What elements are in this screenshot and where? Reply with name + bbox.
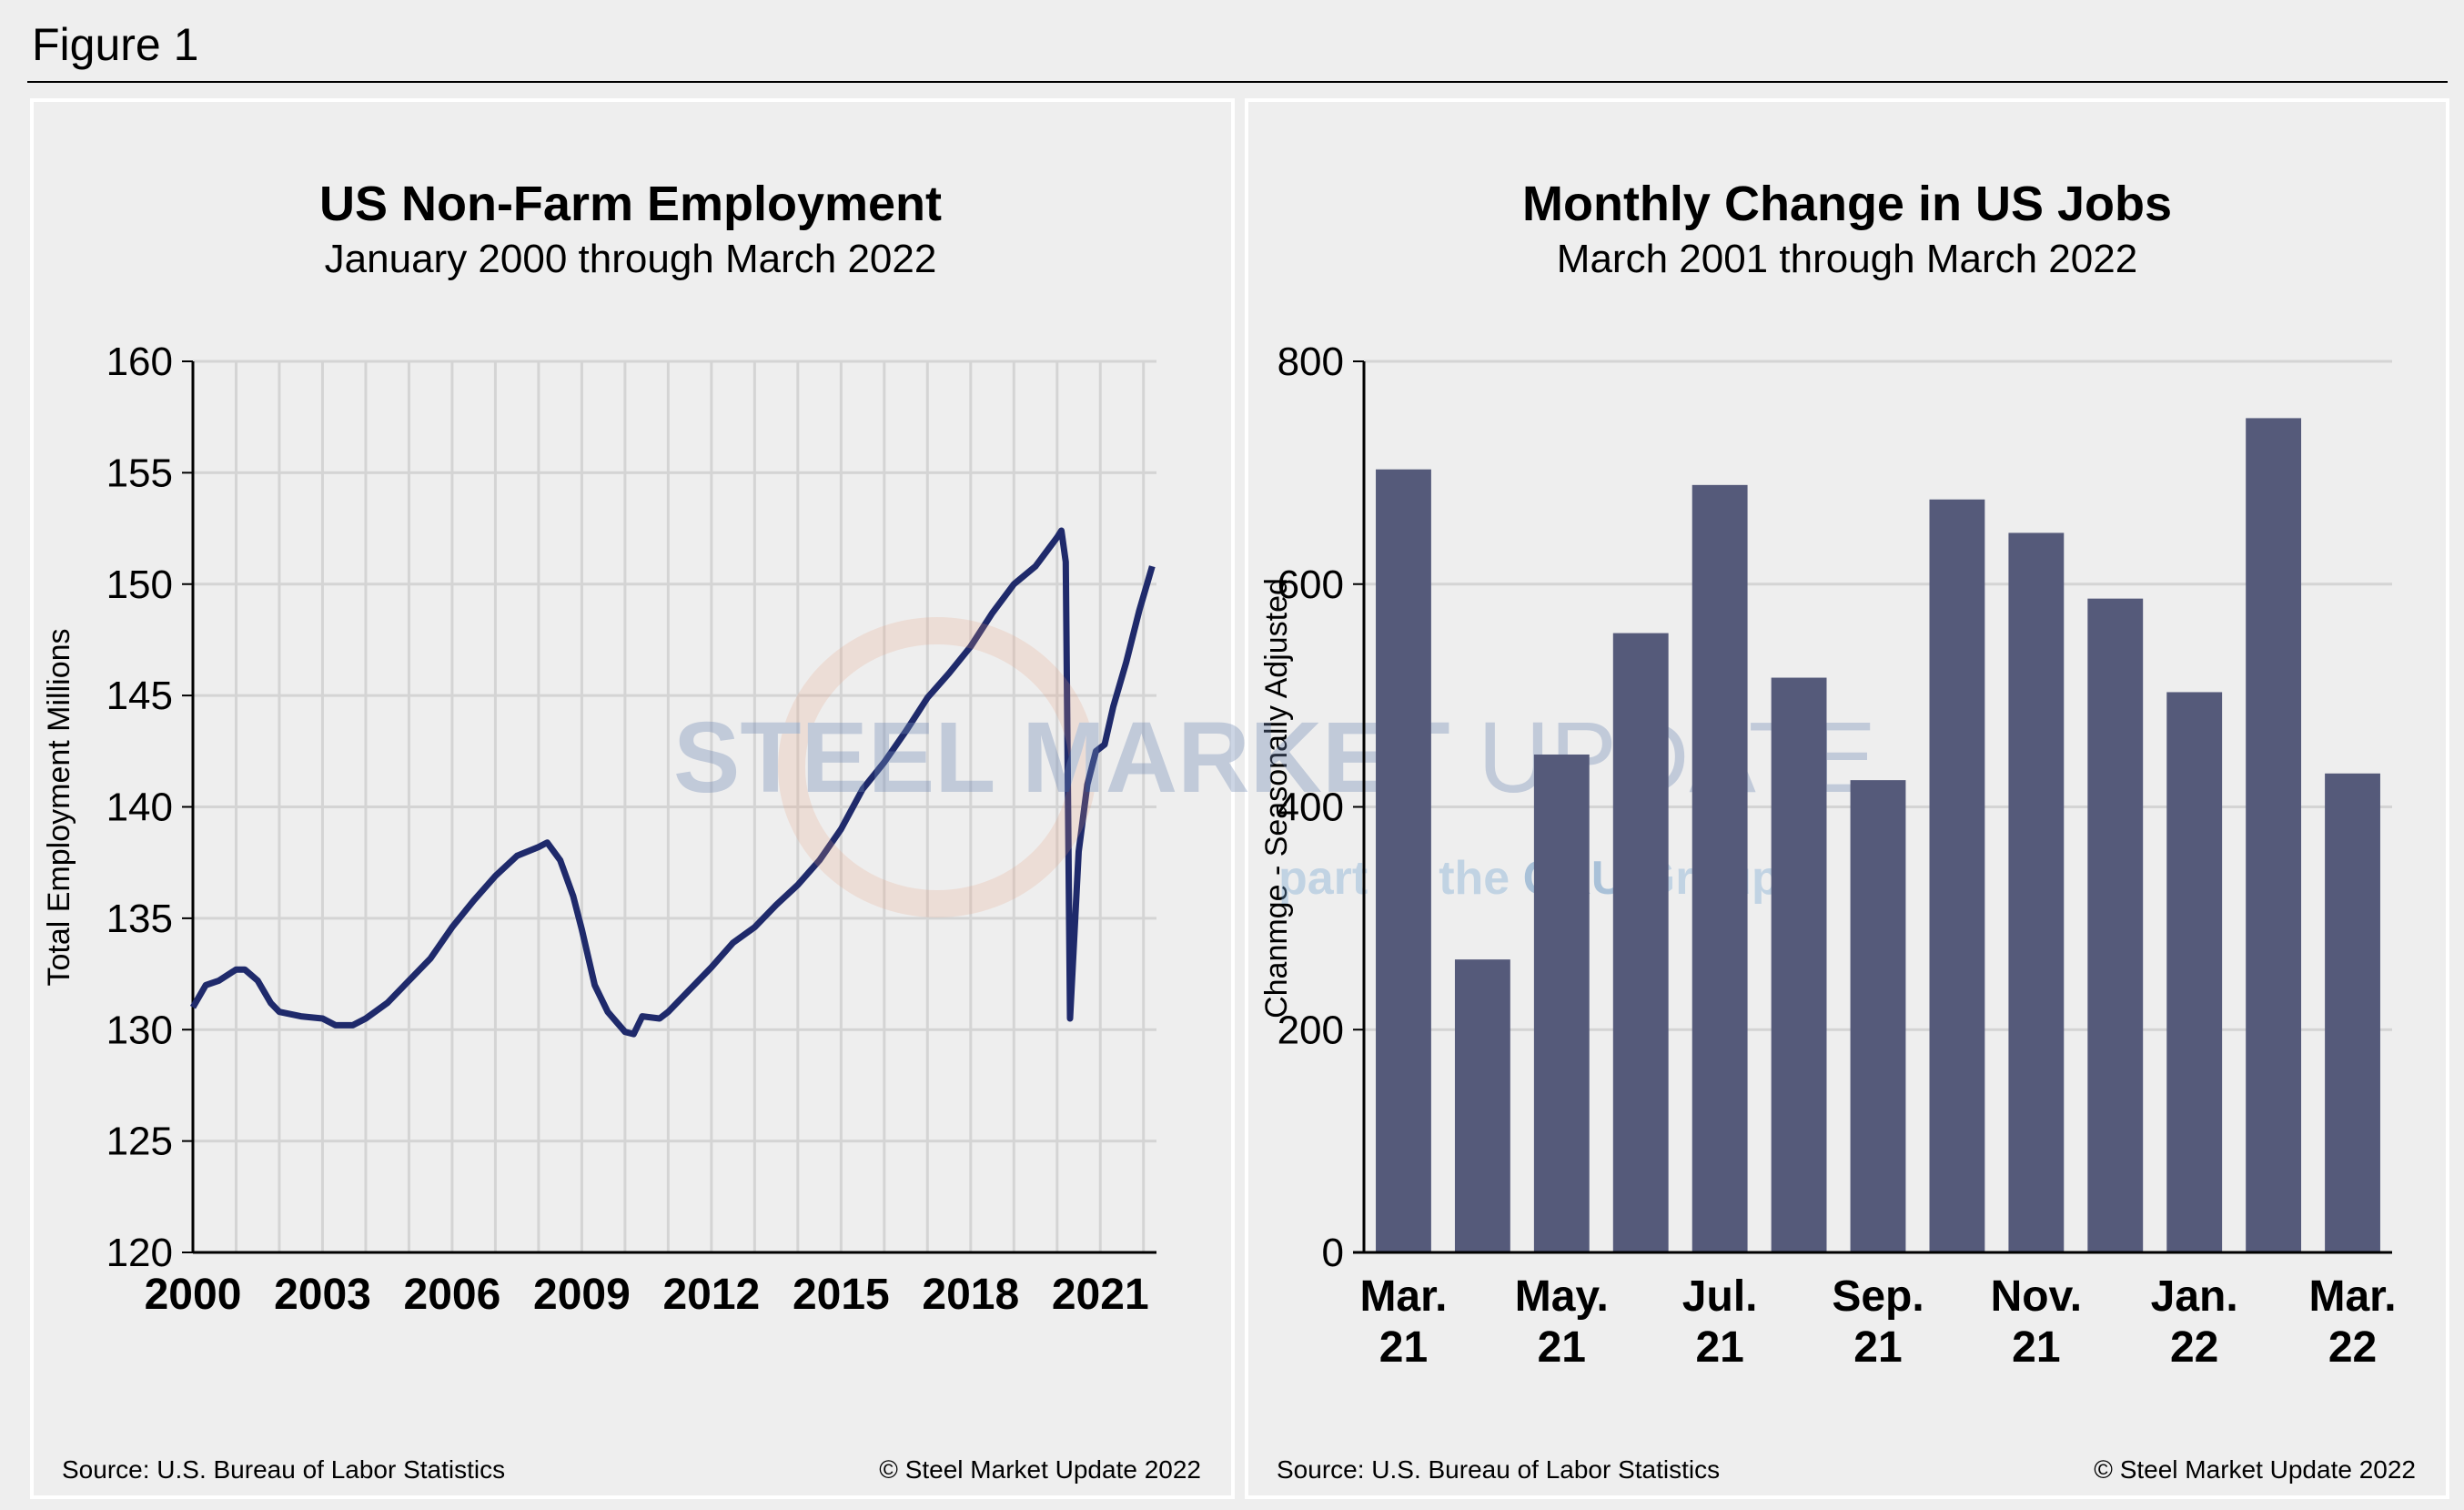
x-tick-label: 2021 (1052, 1271, 1149, 1319)
bar-oct-21 (1929, 499, 1985, 1252)
x-tick-label-month: Mar. (2309, 1272, 2397, 1321)
x-tick-label: 2003 (274, 1271, 371, 1319)
x-tick-label: 2000 (145, 1271, 242, 1319)
x-tick-label: 2015 (793, 1271, 890, 1319)
y-tick-label: 150 (106, 562, 173, 607)
copyright-text: © Steel Market Update 2022 (879, 1455, 1201, 1484)
y-tick-label: 400 (1277, 785, 1344, 830)
y-axis-label: Chanmge - Seasonally Adjusted (1259, 578, 1294, 1018)
source-text: Source: U.S. Bureau of Labor Statistics (1277, 1455, 1720, 1484)
y-tick-label: 135 (106, 897, 173, 941)
x-tick-label-year: 21 (2012, 1323, 2060, 1372)
bar-aug-21 (1771, 677, 1827, 1252)
bar-jul-21 (1691, 484, 1748, 1252)
employment-line-chart: US Non-Farm Employment January 2000 thro… (42, 177, 1201, 1484)
y-tick-label: 145 (106, 674, 173, 718)
y-axis-label: Total Employment Millions (42, 628, 76, 986)
y-tick-label: 0 (1322, 1231, 1344, 1275)
y-tick-label: 140 (106, 785, 173, 830)
x-tick-label-month: Nov. (1991, 1272, 2082, 1321)
chart-title: US Non-Farm Employment (319, 177, 942, 231)
watermark-crescent (778, 617, 1096, 917)
bar-mar-21 (1376, 469, 1431, 1252)
figure-label: Figure 1 (32, 19, 198, 70)
bar-feb-22 (2246, 418, 2302, 1252)
left-panel (30, 98, 1235, 1499)
y-tick-label: 200 (1277, 1008, 1344, 1052)
x-tick-label-year: 21 (1853, 1323, 1902, 1372)
x-tick-label-month: Jan. (2151, 1272, 2238, 1321)
x-tick-label-month: Mar. (1359, 1272, 1447, 1321)
y-tick-label: 120 (106, 1231, 173, 1275)
bar-may-21 (1533, 754, 1590, 1252)
bar-jan-22 (2166, 692, 2223, 1252)
y-tick-label: 125 (106, 1120, 173, 1164)
series-line (189, 527, 1156, 1038)
jobs-bar-chart: Monthly Change in US Jobs March 2001 thr… (673, 177, 2416, 1484)
x-tick-label: 2009 (533, 1271, 631, 1319)
y-tick-label: 600 (1277, 562, 1344, 607)
x-tick-label-month: May. (1515, 1272, 1609, 1321)
chart-subtitle: March 2001 through March 2022 (1557, 237, 2137, 281)
x-tick-label-month: Jul. (1682, 1272, 1758, 1321)
copyright-text: © Steel Market Update 2022 (2094, 1455, 2416, 1484)
bar-mar-22 (2325, 773, 2380, 1252)
x-tick-label: 2006 (404, 1271, 501, 1319)
x-tick-label: 2012 (662, 1271, 760, 1319)
y-tick-label: 155 (106, 451, 173, 495)
right-panel (1245, 98, 2449, 1499)
chart-title: Monthly Change in US Jobs (1522, 177, 2172, 231)
bar-nov-21 (2008, 532, 2065, 1252)
x-tick-label-year: 21 (1379, 1323, 1428, 1372)
bar-apr-21 (1454, 959, 1510, 1252)
chart-subtitle: January 2000 through March 2022 (325, 237, 937, 281)
source-text: Source: U.S. Bureau of Labor Statistics (62, 1455, 505, 1484)
x-tick-label-year: 22 (2170, 1323, 2218, 1372)
x-tick-label: 2018 (922, 1271, 1019, 1319)
bar-sep-21 (1850, 780, 1906, 1252)
x-tick-label-year: 22 (2328, 1323, 2377, 1372)
bar-jun-21 (1612, 633, 1669, 1252)
bar-dec-21 (2087, 598, 2144, 1252)
x-tick-label-year: 21 (1695, 1323, 1743, 1372)
y-tick-label: 800 (1277, 339, 1344, 384)
x-tick-label-year: 21 (1538, 1323, 1586, 1372)
x-tick-label-month: Sep. (1832, 1272, 1924, 1321)
y-tick-label: 130 (106, 1008, 173, 1052)
y-tick-label: 160 (106, 339, 173, 384)
